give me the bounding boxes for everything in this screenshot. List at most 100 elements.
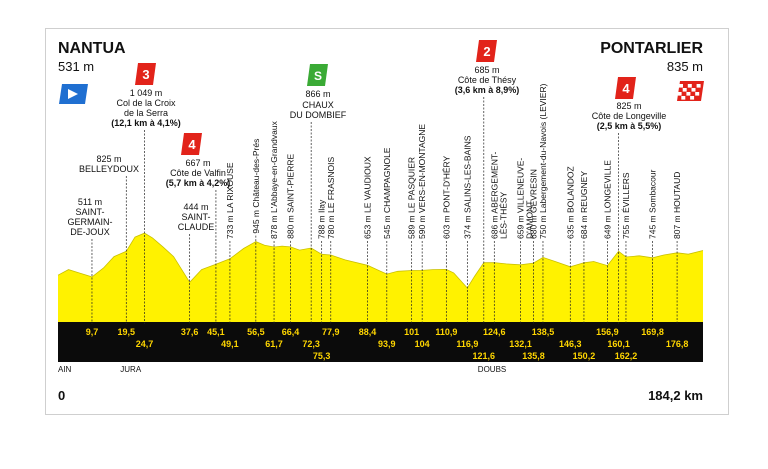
place-label-rotated: 780 m LE FRASNOIS <box>326 156 336 239</box>
finish-flag-square <box>695 92 700 96</box>
place-name: DE-JOUX <box>70 227 110 237</box>
finish-altitude: 835 m <box>667 59 703 74</box>
place-label-rotated: 680 m GEVRESIN <box>529 169 539 239</box>
climb-name: de la Serra <box>124 108 168 118</box>
finish-flag-square <box>682 88 687 92</box>
start-town: NANTUA <box>58 40 126 57</box>
km-marker-label: 176,8 <box>666 339 689 349</box>
sprint-name-line: DU DOMBIEF <box>290 110 347 120</box>
place-label-rotated: 755 m ÉVILLERS <box>621 172 631 239</box>
sprint-icon: S <box>314 69 322 83</box>
km-marker-label: 37,6 <box>181 327 199 337</box>
finish-flag-square <box>686 92 691 96</box>
place-label-rotated: 590 m VERS-EN-MONTAGNE <box>417 124 427 239</box>
climb-altitude: 685 m <box>474 65 499 75</box>
place-label-rotated-sub: LÈS-THÉSY <box>498 191 508 239</box>
km-marker-label: 132,1 <box>509 339 532 349</box>
place-label-rotated: 374 m SALINS-LES-BAINS <box>462 135 472 239</box>
km-marker-label: 24,7 <box>136 339 154 349</box>
stage-profile-chart: 9,7 19,5 37,6 45,1 56,5 66,4 77,9 88,4 101 110,9 1… <box>57 40 704 403</box>
place-label-rotated: 788 m Ilay <box>317 199 327 239</box>
km-marker-label: 135,8 <box>522 351 545 361</box>
place-label-rotated: 750 m Labergement-du-Navois (LEVIER) <box>538 83 548 239</box>
climb-name: Côte de Thésy <box>458 75 517 85</box>
climb-category-badge-number: 2 <box>483 44 490 59</box>
km-marker-label: 124,6 <box>483 327 506 337</box>
km-marker-label: 156,9 <box>596 327 619 337</box>
climb-name: Côte de Valfin <box>170 168 226 178</box>
km-marker-label: 116,9 <box>456 339 478 349</box>
finish-flag-square <box>677 92 682 96</box>
region-label: AIN <box>58 365 72 374</box>
kilometre-band <box>58 322 703 362</box>
place-label-rotated: 545 m CHAMPAGNOLE <box>382 147 392 239</box>
place-label-rotated: 880 m SAINT-PIERRE <box>286 154 296 239</box>
place-label-rotated: 945 m Château-des-Prés <box>251 139 261 234</box>
climb-category-badge <box>181 133 202 155</box>
km-marker-label: 138,5 <box>532 327 555 337</box>
finish-flag-icon <box>677 81 704 101</box>
climb-detail: (12,1 km à 4,1%) <box>111 118 181 128</box>
finish-flag-square <box>696 84 701 88</box>
place-name: SAINT- <box>181 212 210 222</box>
stage-profile-card: 9,7 19,5 37,6 45,1 56,5 66,4 77,9 88,4 101 110,9 1… <box>45 28 729 415</box>
place-label-rotated: 635 m BOLANDOZ <box>565 166 575 239</box>
place-label-rotated: 603 m PONT-D'HÉRY <box>441 155 451 239</box>
place-label-rotated: 745 m Sombacour <box>648 169 658 239</box>
sprint-altitude: 866 m <box>305 89 330 99</box>
km-marker-label: 110,9 <box>435 327 457 337</box>
elevation-profile-area <box>58 233 703 322</box>
intermediate-sprint-badge <box>307 64 328 86</box>
place-label-rotated: 684 m REUGNEY <box>579 171 589 239</box>
km-marker-label: 77,9 <box>322 327 340 337</box>
climb-name: Côte de Longeville <box>592 111 667 121</box>
km-marker-label: 49,1 <box>221 339 239 349</box>
climb-detail: (3,6 km à 8,9%) <box>455 85 520 95</box>
place-altitude: 825 m <box>96 154 121 164</box>
finish-flag-square <box>690 96 695 100</box>
km-marker-label: 162,2 <box>615 351 638 361</box>
km-marker-label: 101 <box>404 327 419 337</box>
km-marker-label: 93,9 <box>378 339 396 349</box>
place-altitude: 444 m <box>183 202 208 212</box>
place-label-rotated: 686 m ABERGEMENT- <box>489 151 499 239</box>
place-name: CLAUDE <box>178 222 215 232</box>
km-marker-label: 150,2 <box>573 351 596 361</box>
km-marker-label: 88,4 <box>359 327 377 337</box>
start-altitude: 531 m <box>58 59 94 74</box>
place-name: BELLEYDOUX <box>79 164 139 174</box>
region-label: DOUBS <box>478 365 506 374</box>
km-marker-label: 56,5 <box>247 327 265 337</box>
climb-category-badge-number: 3 <box>142 67 149 82</box>
km-marker-label: 66,4 <box>282 327 300 337</box>
km-marker-label: 104 <box>415 339 430 349</box>
km-marker-label: 45,1 <box>207 327 225 337</box>
climb-category-badge <box>615 77 636 99</box>
finish-flag-square <box>679 84 683 88</box>
start-arrow-icon <box>68 89 78 99</box>
finish-flag-square <box>691 88 696 92</box>
place-label-rotated: 589 m LE PASQUIER <box>407 157 417 239</box>
climb-altitude: 825 m <box>616 101 641 111</box>
km-marker-label: 61,7 <box>265 339 283 349</box>
climb-category-badge <box>135 63 156 85</box>
place-label-rotated: 807 m HOUTAUD <box>672 172 682 239</box>
sprint-name-line: CHAUX <box>302 100 334 110</box>
start-distance: 0 <box>58 388 65 403</box>
km-marker-label: 72,3 <box>302 339 320 349</box>
place-name: SAINT- <box>75 207 104 217</box>
climb-category-badge-number: 4 <box>188 137 196 152</box>
finish-flag-square <box>681 96 686 100</box>
km-marker-label: 75,3 <box>313 351 331 361</box>
km-marker-label: 169,8 <box>641 327 664 337</box>
climb-detail: (5,7 km à 4,2%) <box>166 178 231 188</box>
finish-flag-square <box>687 84 692 88</box>
km-marker-label: 146,3 <box>559 339 582 349</box>
place-label-rotated: 659 m VILLENEUVE- <box>516 158 526 239</box>
climb-category-badge <box>476 40 497 62</box>
place-name: GERMAIN- <box>68 217 113 227</box>
climb-altitude: 1 049 m <box>130 88 163 98</box>
place-label-rotated: 649 m LONGEVILLE <box>602 160 612 239</box>
km-marker-label: 19,5 <box>118 327 136 337</box>
total-distance: 184,2 km <box>648 388 703 403</box>
